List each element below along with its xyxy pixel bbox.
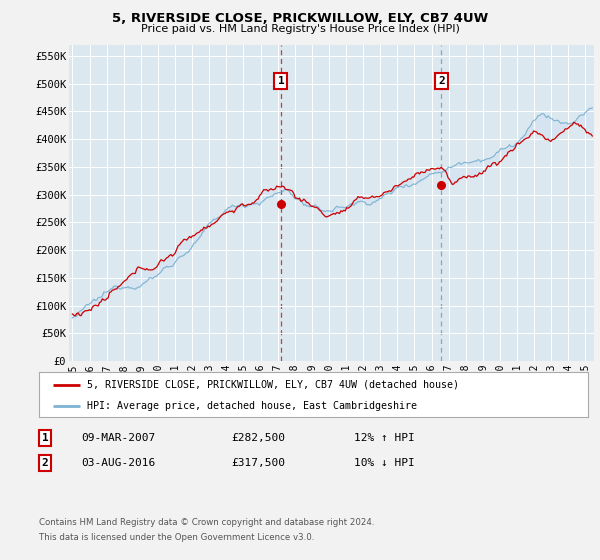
Text: 12% ↑ HPI: 12% ↑ HPI [354,433,415,443]
Text: 09-MAR-2007: 09-MAR-2007 [81,433,155,443]
Text: 2: 2 [438,76,445,86]
Text: 1: 1 [278,76,284,86]
Text: 5, RIVERSIDE CLOSE, PRICKWILLOW, ELY, CB7 4UW (detached house): 5, RIVERSIDE CLOSE, PRICKWILLOW, ELY, CB… [88,380,460,390]
Text: HPI: Average price, detached house, East Cambridgeshire: HPI: Average price, detached house, East… [88,401,418,411]
Text: £317,500: £317,500 [231,458,285,468]
Text: This data is licensed under the Open Government Licence v3.0.: This data is licensed under the Open Gov… [39,533,314,542]
Text: 10% ↓ HPI: 10% ↓ HPI [354,458,415,468]
Text: 03-AUG-2016: 03-AUG-2016 [81,458,155,468]
Text: Contains HM Land Registry data © Crown copyright and database right 2024.: Contains HM Land Registry data © Crown c… [39,518,374,527]
Text: 2: 2 [41,458,49,468]
Text: Price paid vs. HM Land Registry's House Price Index (HPI): Price paid vs. HM Land Registry's House … [140,24,460,34]
Text: 5, RIVERSIDE CLOSE, PRICKWILLOW, ELY, CB7 4UW: 5, RIVERSIDE CLOSE, PRICKWILLOW, ELY, CB… [112,12,488,25]
Text: 1: 1 [41,433,49,443]
Text: £282,500: £282,500 [231,433,285,443]
